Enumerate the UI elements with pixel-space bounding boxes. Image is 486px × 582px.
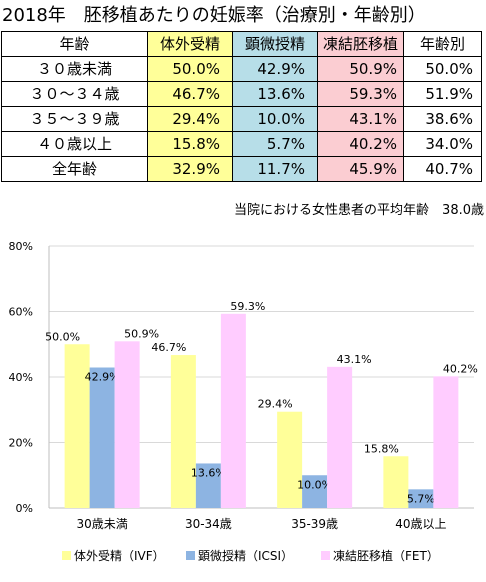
table-header-row: 年齢 体外受精 顕微授精 凍結胚移植 年齢別	[1, 31, 482, 57]
bar-icsi	[302, 475, 328, 508]
cell-by-age: 34.0%	[403, 131, 482, 157]
y-tick-label: 60%	[9, 306, 33, 319]
legend-swatch-fet	[321, 551, 330, 560]
cell-ivf: 46.7%	[147, 81, 233, 107]
cell-by-age: 51.9%	[403, 81, 482, 107]
header-age: 年齢	[1, 31, 148, 57]
x-category-label: 40歳以上	[395, 517, 446, 531]
cell-icsi: 13.6%	[232, 81, 318, 107]
cell-ivf: 32.9%	[147, 156, 233, 182]
cell-by-age: 38.6%	[403, 106, 482, 132]
row-age-label: 全年齢	[1, 156, 148, 182]
x-category-label: 30歳未満	[76, 517, 127, 531]
bar-fet	[114, 341, 140, 508]
pregnancy-rate-bar-chart: 0% 20% 40% 60% 80% 50.0% 42.9% 50.9% 30歳未満 46.7% 1…	[9, 240, 478, 563]
bar-icsi	[408, 489, 434, 508]
data-label-icsi: 42.9%	[85, 371, 120, 384]
cell-ivf: 15.8%	[147, 131, 233, 157]
bar-fet	[220, 313, 246, 508]
cell-by-age: 40.7%	[403, 156, 482, 182]
bar-icsi	[195, 463, 221, 508]
data-label-fet: 50.9%	[124, 327, 159, 340]
average-age-note: 当院における女性患者の平均年齢 38.0歳	[234, 203, 484, 218]
cell-icsi: 10.0%	[232, 106, 318, 132]
row-age-label: ３０～３４歳	[1, 81, 148, 107]
x-category-label: 35-39歳	[291, 517, 338, 531]
cell-ivf: 29.4%	[147, 106, 233, 132]
bar-ivf	[64, 344, 90, 508]
cell-icsi: 11.7%	[232, 156, 318, 182]
table-row: ３０～３４歳 46.7% 13.6% 59.3% 51.9%	[1, 81, 482, 107]
row-age-label: ４０歳以上	[1, 131, 148, 157]
cell-ivf: 50.0%	[147, 56, 233, 82]
data-label-ivf: 46.7%	[151, 341, 186, 354]
table-row: 全年齢 32.9% 11.7% 45.9% 40.7%	[1, 156, 482, 182]
cell-by-age: 50.0%	[403, 56, 482, 82]
legend-label-fet: 凍結胚移植（FET）	[333, 548, 439, 563]
row-age-label: ３０歳未満	[1, 56, 148, 82]
bar-fet	[433, 376, 459, 508]
legend-label-icsi: 顕微授精（ICSI）	[198, 548, 293, 563]
bar-ivf	[383, 456, 409, 508]
legend-swatch-ivf	[62, 551, 71, 560]
data-label-ivf: 50.0%	[45, 330, 80, 343]
data-label-icsi: 5.7%	[407, 492, 435, 505]
data-label-fet: 40.2%	[443, 362, 478, 375]
legend-label-ivf: 体外受精（IVF）	[74, 549, 165, 563]
data-label-icsi: 13.6%	[191, 466, 226, 479]
data-label-ivf: 29.4%	[258, 398, 293, 411]
y-tick-label: 0%	[16, 502, 33, 515]
header-fet: 凍結胚移植	[317, 31, 404, 57]
data-label-fet: 43.1%	[337, 353, 372, 366]
cell-icsi: 5.7%	[232, 131, 318, 157]
page-title: 2018年 胚移植あたりの妊娠率（治療別・年齢別）	[2, 5, 426, 26]
header-by-age: 年齢別	[403, 31, 482, 57]
table-row: ３０歳未満 50.0% 42.9% 50.9% 50.0%	[1, 56, 482, 82]
data-label-ivf: 15.8%	[364, 442, 399, 455]
cell-fet: 50.9%	[317, 56, 404, 82]
header-ivf: 体外受精	[147, 31, 233, 57]
legend-swatch-icsi	[186, 551, 195, 560]
table-row: ４０歳以上 15.8% 5.7% 40.2% 34.0%	[1, 131, 482, 157]
cell-fet: 43.1%	[317, 106, 404, 132]
cell-icsi: 42.9%	[232, 56, 318, 82]
y-tick-label: 40%	[9, 371, 33, 384]
x-category-label: 30-34歳	[185, 517, 232, 531]
bar-fet	[327, 366, 353, 508]
cell-fet: 45.9%	[317, 156, 404, 182]
header-icsi: 顕微授精	[232, 31, 318, 57]
data-label-icsi: 10.0%	[297, 478, 332, 491]
cell-fet: 40.2%	[317, 131, 404, 157]
pregnancy-rate-table: 年齢 体外受精 顕微授精 凍結胚移植 年齢別 ３０歳未満 50.0% 42.9%…	[1, 31, 482, 182]
cell-fet: 59.3%	[317, 81, 404, 107]
table-row: ３５～３９歳 29.4% 10.0% 43.1% 38.6%	[1, 106, 482, 132]
data-label-fet: 59.3%	[230, 300, 265, 313]
row-age-label: ３５～３９歳	[1, 106, 148, 132]
bar-ivf	[277, 411, 303, 508]
bar-icsi	[89, 367, 115, 508]
bar-ivf	[170, 355, 196, 508]
y-tick-label: 20%	[9, 437, 33, 450]
y-tick-label: 80%	[9, 240, 33, 253]
